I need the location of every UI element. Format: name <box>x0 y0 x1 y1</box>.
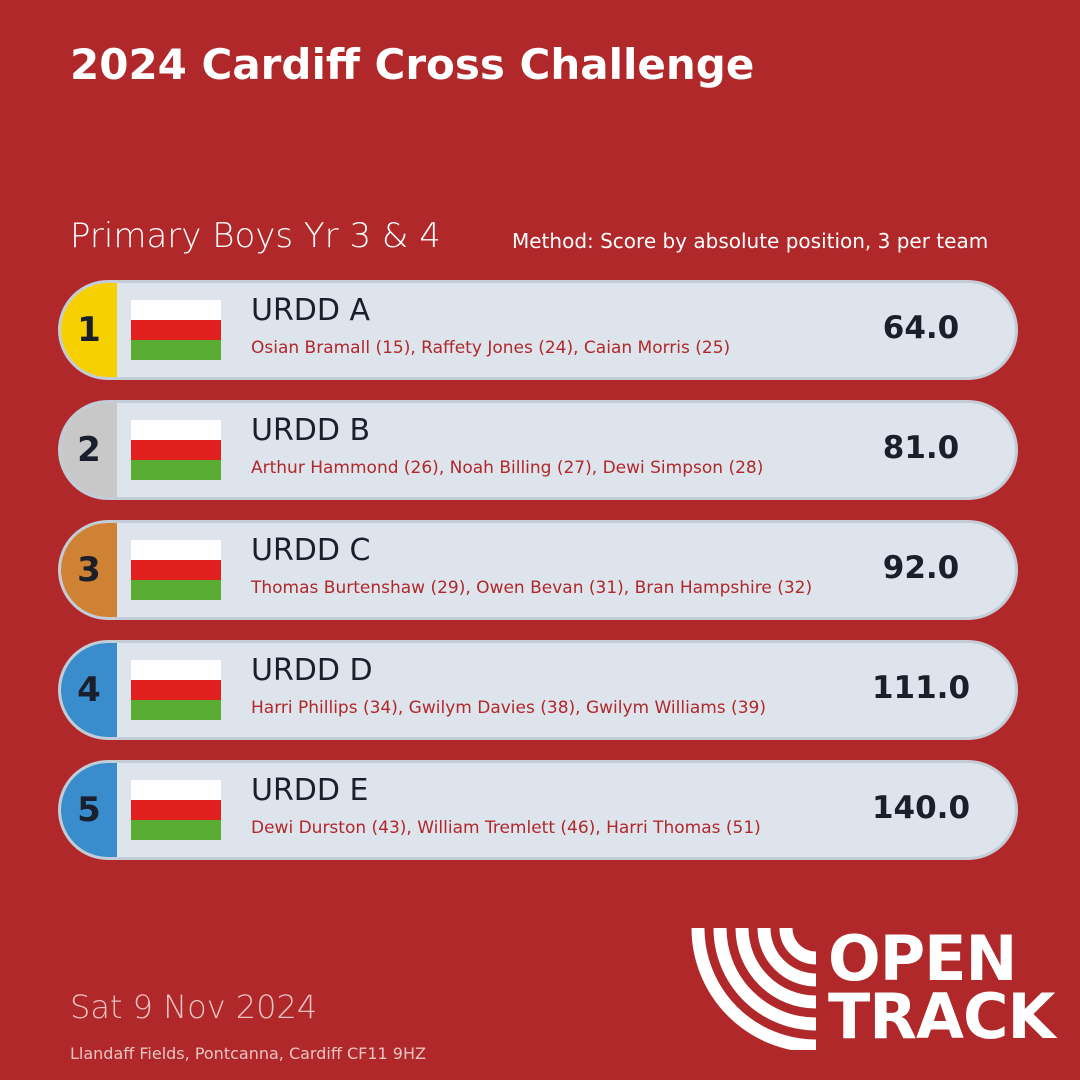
method: Method: Score by absolute position, 3 pe… <box>512 229 989 253</box>
subtitle: Primary Boys Yr 3 & 4 <box>70 216 441 256</box>
team-members: Arthur Hammond (26), Noah Billing (27), … <box>251 458 764 478</box>
flag <box>131 540 221 600</box>
logo-mark <box>691 927 817 1050</box>
team-members: Harri Phillips (34), Gwilym Davies (38),… <box>251 698 766 718</box>
rank: 1 <box>61 283 117 377</box>
team-name: URDD A <box>251 293 371 328</box>
rank: 2 <box>61 403 117 497</box>
score: 92.0 <box>882 550 960 586</box>
flag <box>131 420 221 480</box>
title: 2024 Cardiff Cross Challenge <box>70 40 755 89</box>
flag <box>131 780 221 840</box>
date: Sat 9 Nov 2024 <box>70 988 318 1026</box>
logo-text: OPEN <box>828 922 1017 995</box>
score: 81.0 <box>882 430 960 466</box>
rank: 5 <box>61 763 117 857</box>
team-members: Dewi Durston (43), William Tremlett (46)… <box>251 818 761 838</box>
team-members: Thomas Burtenshaw (29), Owen Bevan (31),… <box>251 578 813 598</box>
score: 140.0 <box>871 790 971 826</box>
result-row: 4 URDD D Harri Phillips (34), Gwilym Davie… <box>58 640 1018 740</box>
result-row: 3 URDD C Thomas Burtenshaw (29), Owen Beva… <box>58 520 1018 620</box>
team-name: URDD C <box>251 533 371 568</box>
team-name: URDD E <box>251 773 369 808</box>
team-name: URDD D <box>251 653 373 688</box>
logo-text: TRACK <box>828 980 1056 1053</box>
flag <box>131 300 221 360</box>
result-row: 2 URDD B Arthur Hammond (26), Noah Billing… <box>58 400 1018 500</box>
team-members: Osian Bramall (15), Raffety Jones (24), … <box>251 338 731 358</box>
rank: 4 <box>61 643 117 737</box>
score: 111.0 <box>871 670 971 706</box>
score: 64.0 <box>882 310 960 346</box>
rank: 3 <box>61 523 117 617</box>
team-name: URDD B <box>251 413 371 448</box>
venue: Llandaff Fields, Pontcanna, Cardiff CF11… <box>70 1044 426 1063</box>
result-row: 5 URDD E Dewi Durston (43), William Tremle… <box>58 760 1018 860</box>
result-row: 1 URDD A Osian Bramall (15), Raffety Jones… <box>58 280 1018 380</box>
flag <box>131 660 221 720</box>
